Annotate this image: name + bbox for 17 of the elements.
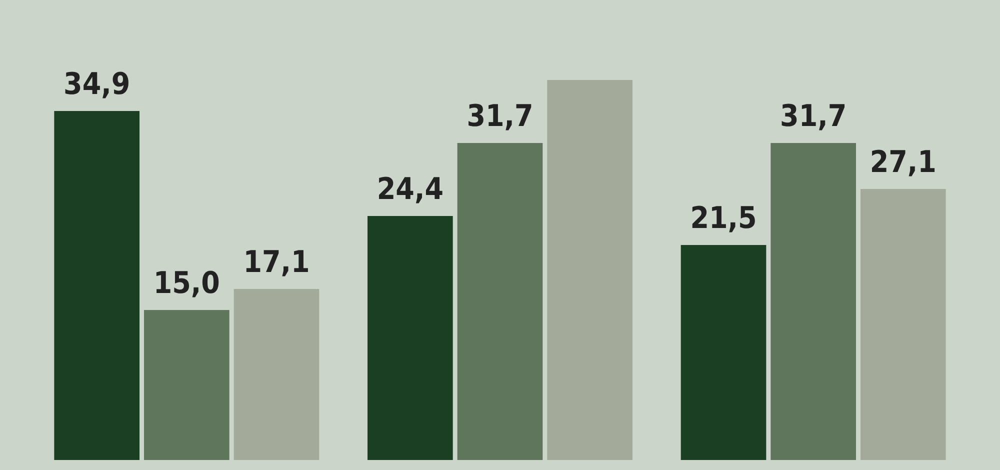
data-label: 21,5 bbox=[690, 200, 757, 236]
data-label: 17,1 bbox=[243, 244, 310, 280]
bar bbox=[860, 189, 946, 460]
data-label: 34,9 bbox=[64, 66, 130, 102]
data-label: 31,7 bbox=[466, 98, 534, 134]
bar bbox=[680, 245, 766, 460]
bar bbox=[368, 216, 453, 460]
bar bbox=[547, 80, 632, 460]
bar bbox=[457, 143, 543, 460]
data-label: 24,4 bbox=[376, 172, 444, 207]
bar bbox=[770, 143, 856, 460]
bar bbox=[54, 111, 140, 460]
data-label: 31,7 bbox=[780, 98, 847, 134]
bar bbox=[234, 289, 320, 460]
data-label: 27,1 bbox=[870, 144, 936, 180]
data-label: 15,0 bbox=[153, 266, 220, 301]
bar bbox=[144, 310, 230, 460]
